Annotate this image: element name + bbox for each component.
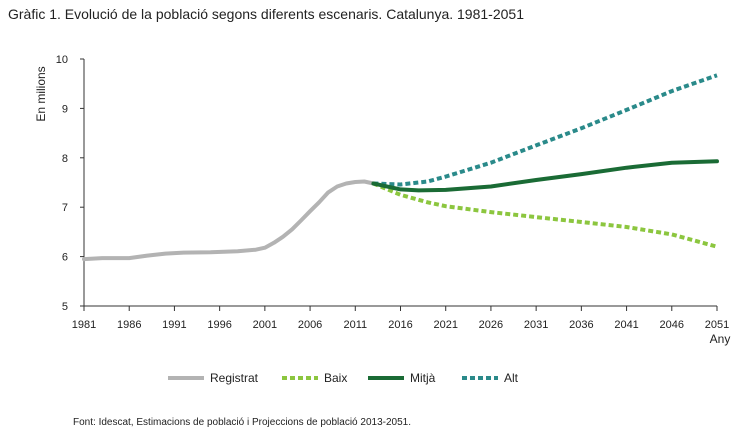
y-tick-label: 10 bbox=[56, 54, 68, 66]
chart-title: Gràfic 1. Evolució de la població segons… bbox=[8, 6, 524, 22]
x-axis-ticks: 1981 1986 1991 1996 2001 2006 2011 2016 2021 2026… bbox=[72, 306, 729, 331]
y-axis-ticks: 5 6 7 8 9 10 bbox=[56, 54, 84, 313]
x-tick-label: 2016 bbox=[388, 319, 412, 331]
x-axis-title: Any bbox=[710, 332, 731, 346]
legend-label: Alt bbox=[504, 371, 519, 385]
x-tick-label: 1991 bbox=[162, 319, 186, 331]
y-tick-label: 8 bbox=[62, 153, 68, 165]
x-tick-label: 2021 bbox=[433, 319, 457, 331]
legend-label: Baix bbox=[324, 371, 347, 385]
y-tick-label: 9 bbox=[62, 103, 68, 115]
series-line-alt bbox=[373, 73, 718, 187]
series-line-mitj bbox=[371, 159, 719, 193]
series-line-baix bbox=[372, 181, 718, 249]
x-tick-label: 2026 bbox=[479, 319, 503, 331]
legend-label: Mitjà bbox=[410, 371, 436, 385]
y-axis-title: En milions bbox=[34, 66, 48, 121]
x-tick-label: 2036 bbox=[569, 319, 593, 331]
y-tick-label: 5 bbox=[62, 301, 68, 313]
x-tick-label: 1996 bbox=[207, 319, 231, 331]
source-note: Font: Idescat, Estimacions de població i… bbox=[73, 417, 411, 428]
legend-label: Registrat bbox=[210, 371, 259, 385]
x-tick-label: 2051 bbox=[705, 319, 729, 331]
legend: Registrat Baix Mitjà Alt bbox=[168, 371, 519, 385]
x-tick-label: 2031 bbox=[524, 319, 548, 331]
x-tick-label: 2041 bbox=[614, 319, 638, 331]
y-tick-label: 7 bbox=[62, 202, 68, 214]
series-line-registrat bbox=[82, 179, 376, 262]
x-tick-label: 2046 bbox=[660, 319, 684, 331]
x-tick-label: 2001 bbox=[253, 319, 277, 331]
series-layer bbox=[82, 73, 719, 262]
x-tick-label: 1986 bbox=[117, 319, 141, 331]
x-tick-label: 2011 bbox=[343, 319, 367, 331]
x-tick-label: 1981 bbox=[72, 319, 96, 331]
x-tick-label: 2006 bbox=[298, 319, 322, 331]
y-tick-label: 6 bbox=[62, 252, 68, 264]
